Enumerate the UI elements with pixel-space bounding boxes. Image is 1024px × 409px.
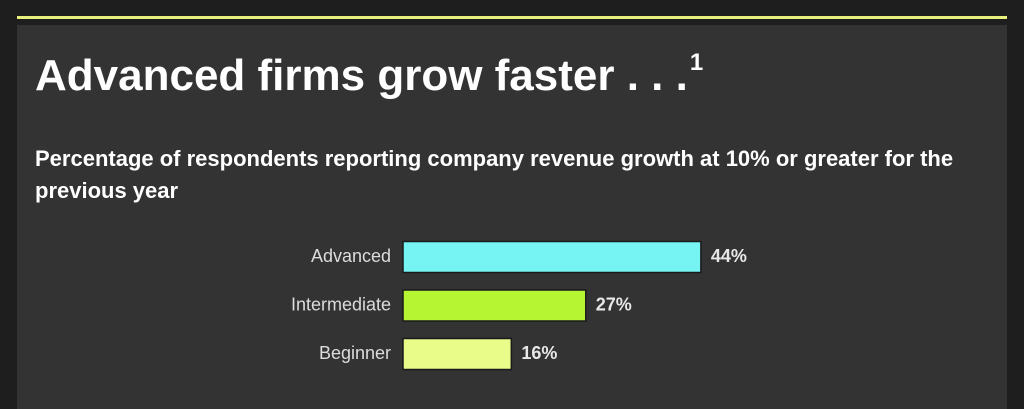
title-footnote: 1	[689, 49, 704, 76]
chart-title-block: Advanced firms grow faster . . .1	[35, 49, 704, 101]
bar	[402, 240, 702, 274]
category-label: Advanced	[311, 246, 391, 266]
value-label: 27%	[596, 294, 632, 314]
value-label: 16%	[521, 343, 557, 363]
bar	[402, 337, 513, 371]
category-label: Beginner	[319, 343, 391, 363]
value-label: 44%	[711, 246, 747, 266]
chart-title: Advanced firms grow faster . . .	[35, 51, 688, 100]
category-label: Intermediate	[291, 294, 391, 314]
accent-line	[17, 16, 1007, 19]
chart-subtitle: Percentage of respondents reporting comp…	[35, 146, 954, 203]
bar	[402, 289, 587, 322]
